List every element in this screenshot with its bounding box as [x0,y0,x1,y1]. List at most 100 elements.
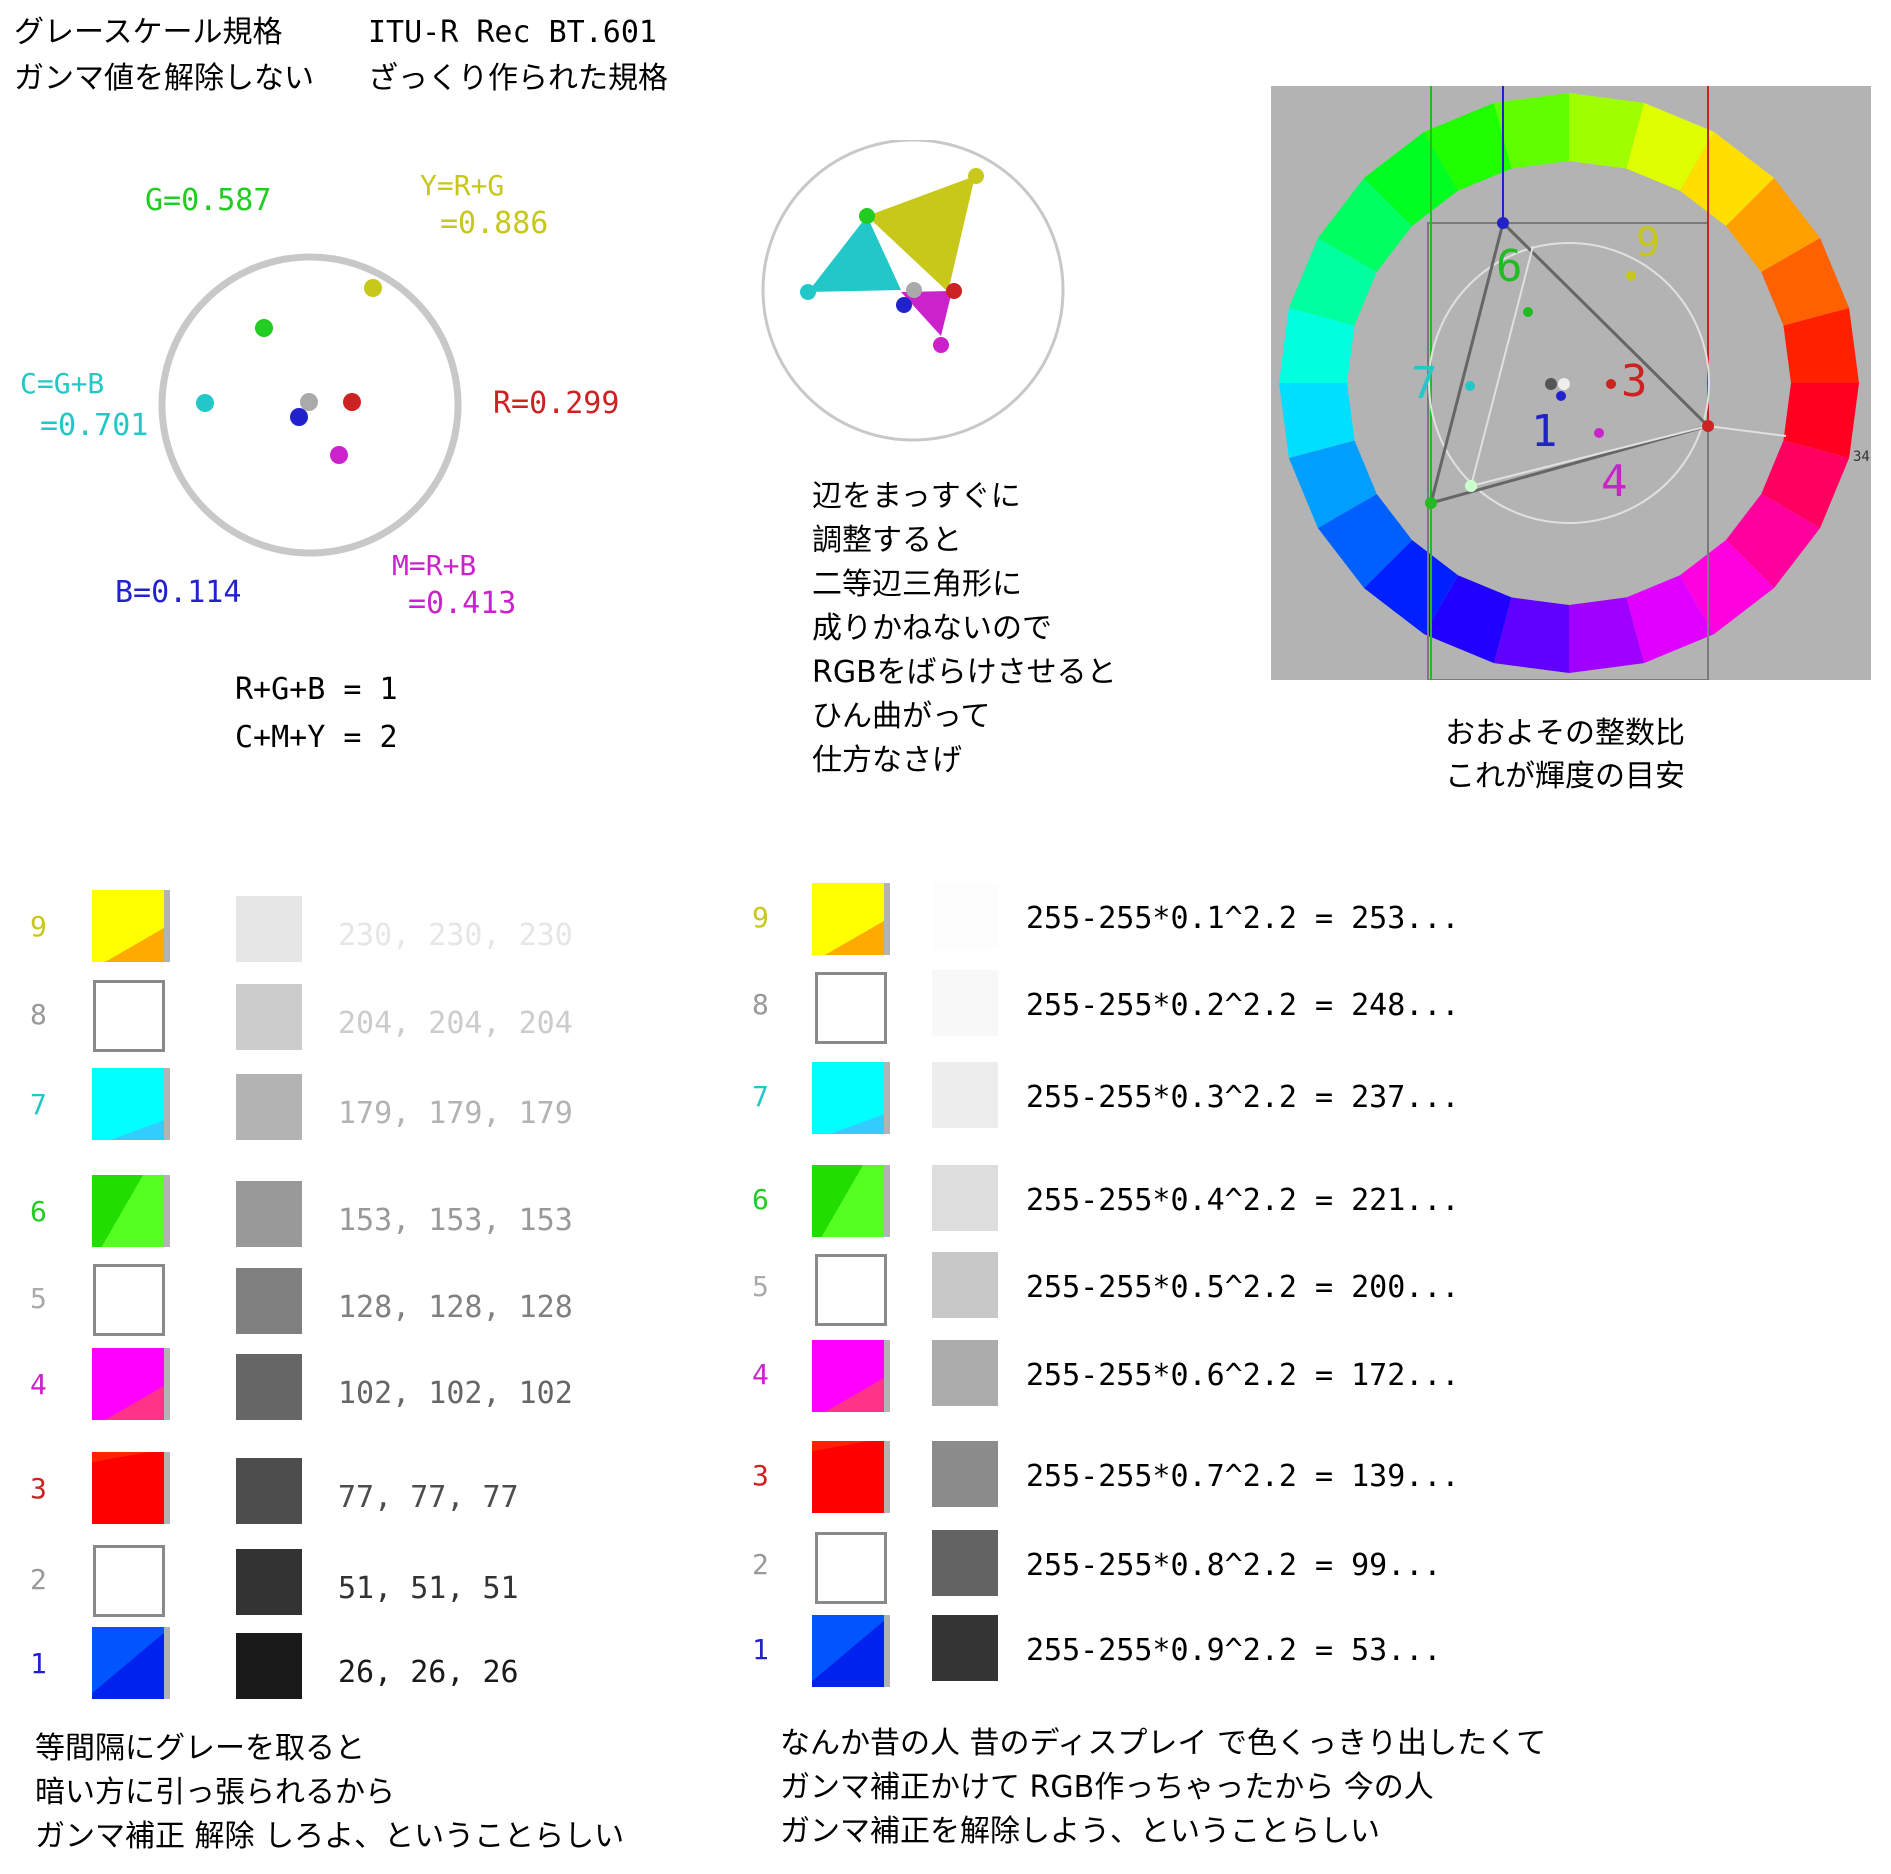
magenta-swatch [92,1348,170,1420]
gray-swatch [236,1354,302,1420]
wheel-background [1271,86,1871,680]
gray-swatch [932,1615,998,1681]
wheel-inner-circle [1428,242,1710,524]
tri-gray-dot [906,282,922,298]
magenta-triangle [901,291,952,336]
hue-ring [1279,93,1859,673]
wheel-label-1: 1 [1531,406,1558,457]
triangle-circle-outline [761,140,1065,442]
middle-note-line: 辺をまっすぐに [812,479,1021,514]
gray-value: 128, 128, 128 [338,1290,573,1325]
hue-segment [1569,93,1645,169]
magenta-dot [330,446,348,464]
tri-yellow-dot [968,168,984,184]
header-subtitle-right: ざっくり作られた規格 [368,61,668,96]
hue-segment [1279,383,1355,459]
rgb-circle-outline [158,253,462,557]
right-note: なんか昔の人 昔のディスプレイ で色くっきり出したくて ガンマ補正かけて RGB… [780,1722,1546,1854]
gray-swatch [236,1549,302,1615]
magenta-swatch [812,1340,890,1412]
tri-blue-dot [896,297,912,313]
hue-segment [1783,383,1859,459]
middle-note: 辺をまっすぐに 調整すると 二等辺三角形に 成りかねないので RGBをばらけさせ… [812,475,1117,783]
cyan-dot [196,394,214,412]
gray-value: 179, 179, 179 [338,1096,573,1131]
wheel-dot-7 [1465,381,1475,391]
triangle-diagram [761,140,1065,442]
gray-swatch [236,1458,302,1524]
hue-segment [1626,102,1714,191]
row-number: 7 [30,1088,47,1121]
row-number: 3 [752,1459,769,1492]
hue-segment [1493,93,1569,169]
cyan-triangle [808,216,901,292]
label-g: G=0.587 [145,183,271,218]
gray-swatch [932,1441,998,1507]
wheel-label-4: 4 [1601,456,1628,507]
wheel-red-vertex [1702,420,1714,432]
empty-swatch [815,972,887,1044]
gray-swatch [236,1181,302,1247]
green-swatch [812,1165,890,1237]
hue-segment [1424,102,1512,191]
tri-green-dot [859,208,875,224]
middle-note-line: 成りかねないので [812,611,1052,646]
cyan-swatch [812,1062,890,1134]
row-number: 9 [30,910,47,943]
right-note-line: ガンマ補正かけて RGB作っちゃったから 今の人 [780,1770,1434,1805]
row-number: 4 [30,1368,47,1401]
blue-swatch [812,1615,890,1687]
wheel-edge-label: 34 [1853,449,1870,465]
gray-swatch [236,896,302,962]
wheel-dot-9 [1626,271,1636,281]
gamma-formula: 255-255*0.7^2.2 = 139... [1026,1459,1460,1494]
empty-swatch [815,1532,887,1604]
hue-segment [1680,131,1775,227]
blue-swatch [92,1627,170,1699]
wheel-dot-dark [1545,378,1557,390]
hue-segment [1288,238,1377,326]
row-number: 5 [752,1270,769,1303]
gamma-formula: 255-255*0.4^2.2 = 221... [1026,1183,1460,1218]
wheel-spoke [1707,425,1787,437]
red-dot [343,393,361,411]
red-swatch [92,1452,170,1524]
wheel-green-vertex [1425,497,1437,509]
equation-cmy: C+M+Y = 2 [235,720,398,755]
row-number: 9 [752,901,769,934]
row-number: 2 [30,1563,47,1596]
red-swatch [812,1441,890,1513]
gray-swatch [236,1633,302,1699]
hue-segment [1680,539,1775,635]
wheel-label-7: 7 [1411,358,1438,409]
gray-swatch [932,1530,998,1596]
right-note-line: ガンマ補正を解除しよう、ということらしい [780,1814,1380,1849]
gray-value: 153, 153, 153 [338,1203,573,1238]
label-c2: =0.701 [40,408,148,443]
yellow-swatch [812,883,890,955]
middle-note-line: 調整すると [812,523,962,558]
label-y2: =0.886 [440,206,548,241]
hue-segment [1317,494,1413,589]
label-r: R=0.299 [493,386,619,421]
gamma-formula: 255-255*0.5^2.2 = 200... [1026,1270,1460,1305]
label-c1: C=G+B [20,367,104,400]
yellow-swatch [92,890,170,962]
hue-segment [1424,575,1512,664]
gray-swatch [236,1268,302,1334]
row-number: 5 [30,1282,47,1315]
wheel-spoke [1470,425,1709,487]
row-number: 6 [30,1195,47,1228]
gray-value: 51, 51, 51 [338,1571,519,1606]
row-number: 6 [752,1183,769,1216]
gray-swatch [236,1074,302,1140]
label-m1: M=R+B [392,549,476,582]
gray-swatch [932,1252,998,1318]
gamma-formula: 255-255*0.9^2.2 = 53... [1026,1633,1442,1668]
gray-value: 102, 102, 102 [338,1376,573,1411]
hue-segment [1725,177,1821,272]
wheel-light-vertex [1465,480,1477,492]
middle-note-line: 仕方なさげ [812,743,962,778]
left-note-line: 暗い方に引っ張られるから [35,1775,395,1810]
label-m2: =0.413 [408,586,516,621]
